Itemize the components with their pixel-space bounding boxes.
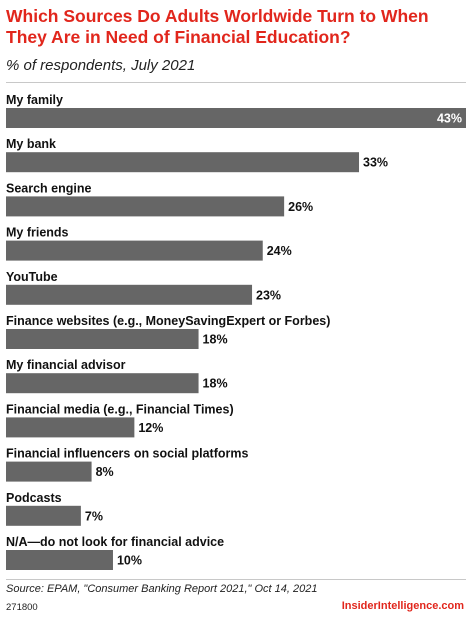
- value-label: 18%: [203, 377, 228, 391]
- value-label: 10%: [117, 554, 142, 568]
- category-label: Podcasts: [6, 491, 62, 505]
- bar: [6, 284, 253, 305]
- value-label: 12%: [138, 421, 163, 435]
- bar: [6, 373, 199, 394]
- category-label: My family: [6, 93, 63, 107]
- top-divider: [6, 82, 466, 83]
- value-label: 23%: [256, 288, 281, 302]
- value-label: 7%: [85, 509, 103, 523]
- bar: [6, 196, 285, 217]
- value-label: 26%: [288, 200, 313, 214]
- value-label: 43%: [437, 112, 462, 126]
- bar-chart: My family 43% My bank 33% Search engine 26% My…: [6, 93, 466, 570]
- category-label: My bank: [6, 137, 56, 151]
- source-note: Source: EPAM, "Consumer Banking Report 2…: [6, 583, 318, 595]
- bar: [6, 152, 360, 173]
- value-label: 24%: [267, 244, 292, 258]
- category-label: N/A—do not look for financial advice: [6, 535, 224, 549]
- category-label: YouTube: [6, 270, 58, 284]
- bar: [6, 108, 466, 128]
- bar: [6, 550, 113, 570]
- bar: [6, 505, 81, 526]
- bar: [6, 461, 92, 482]
- category-label: Financial influencers on social platform…: [6, 447, 248, 461]
- category-label: Financial media (e.g., Financial Times): [6, 402, 234, 416]
- category-label: Finance websites (e.g., MoneySavingExper…: [6, 314, 330, 328]
- category-label: My financial advisor: [6, 358, 126, 372]
- bottom-divider: [6, 579, 466, 580]
- chart-title: Which Sources Do Adults Worldwide Turn t…: [6, 6, 429, 47]
- bar: [6, 329, 199, 349]
- value-label: 8%: [96, 465, 114, 479]
- bar: [6, 417, 135, 438]
- value-label: 18%: [203, 333, 228, 347]
- bar: [6, 240, 263, 261]
- category-label: Search engine: [6, 181, 91, 195]
- chart-subtitle: % of respondents, July 2021: [6, 57, 196, 74]
- value-label: 33%: [363, 156, 388, 170]
- chart-id: 271800: [6, 602, 38, 613]
- category-label: My friends: [6, 226, 69, 240]
- brand-link[interactable]: InsiderIntelligence.com: [341, 600, 464, 612]
